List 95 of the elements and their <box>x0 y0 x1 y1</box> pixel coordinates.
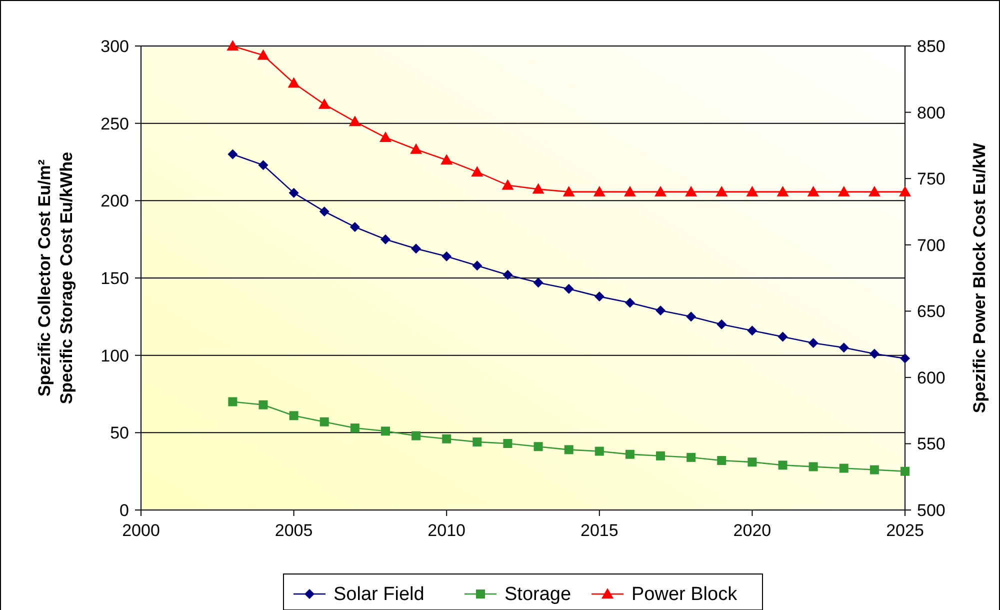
y2-tick-label: 500 <box>917 501 946 520</box>
point <box>594 446 604 456</box>
point <box>686 452 696 462</box>
point <box>839 464 848 473</box>
point <box>746 186 758 196</box>
y2-tick-label: 550 <box>917 434 946 454</box>
point <box>257 49 270 60</box>
point <box>442 434 452 444</box>
point <box>502 179 514 190</box>
y2-tick-label: 700 <box>917 236 946 255</box>
point <box>471 166 484 176</box>
point <box>808 338 818 348</box>
y2-tick-label: 800 <box>917 103 946 122</box>
point <box>562 186 575 196</box>
point <box>716 186 728 196</box>
point <box>288 77 300 88</box>
point <box>564 445 574 454</box>
y2-tick-label: 750 <box>917 170 946 189</box>
point <box>228 397 238 406</box>
y2-tick-label: 600 <box>917 368 946 388</box>
point <box>593 186 606 196</box>
y-tick-label: 250 <box>100 114 129 134</box>
point <box>379 131 392 142</box>
y2-axis-title: Spezific Power Block Cost Eu/kW <box>970 142 989 414</box>
point <box>808 462 818 472</box>
point <box>900 466 910 476</box>
x-tick-label: 2020 <box>733 521 772 540</box>
point <box>258 400 268 410</box>
y-tick-label: 100 <box>100 346 129 366</box>
y-tick-label: 200 <box>100 192 129 211</box>
point <box>472 260 482 271</box>
y-tick-label: 0 <box>120 501 129 520</box>
point <box>838 186 850 196</box>
point <box>900 353 910 364</box>
point <box>807 186 820 196</box>
point <box>318 98 330 109</box>
point <box>534 442 543 452</box>
point <box>226 40 239 50</box>
point <box>776 186 789 196</box>
y-tick-label: 150 <box>100 269 129 288</box>
point <box>778 332 788 342</box>
y2-tick-label: 850 <box>917 37 946 56</box>
point <box>440 154 453 165</box>
point <box>685 186 698 196</box>
x-tick-label: 2025 <box>886 521 924 540</box>
legend-label: Power Block <box>632 584 738 605</box>
point <box>502 270 513 280</box>
point <box>717 456 726 466</box>
x-tick-label: 2010 <box>428 521 466 540</box>
legend-label: Solar Field <box>334 584 424 605</box>
point <box>258 160 268 170</box>
point <box>624 298 635 308</box>
point <box>899 186 911 196</box>
y2-tick-label: 650 <box>917 302 946 322</box>
point <box>412 431 421 440</box>
point <box>838 342 849 353</box>
y-axis-title: Spezific Collector Cost Eu/m² Specific Storage Cost Eu/kWhe <box>35 152 76 404</box>
point <box>288 188 299 198</box>
point <box>380 234 390 244</box>
point <box>350 424 360 433</box>
point <box>533 278 544 288</box>
point <box>319 206 330 216</box>
point <box>656 305 666 316</box>
point <box>348 116 361 126</box>
point <box>654 186 667 196</box>
point <box>350 222 360 232</box>
point <box>870 465 879 474</box>
point <box>748 458 757 467</box>
point <box>594 292 604 302</box>
point <box>532 183 544 194</box>
x-tick-label: 2015 <box>580 521 618 540</box>
x-tick-label: 2000 <box>122 521 160 540</box>
point <box>656 451 666 460</box>
point <box>442 251 452 262</box>
point <box>410 143 422 154</box>
point <box>747 326 758 336</box>
y-tick-label: 300 <box>100 37 129 56</box>
point <box>320 417 329 426</box>
point <box>625 450 634 459</box>
point <box>411 244 422 254</box>
legend-label: Storage <box>504 584 572 605</box>
point <box>228 149 238 160</box>
point <box>869 348 880 359</box>
point <box>716 319 727 330</box>
point <box>472 437 482 446</box>
y-tick-label: 50 <box>110 424 129 443</box>
point <box>564 284 574 294</box>
point <box>686 312 696 322</box>
point <box>503 438 512 448</box>
point <box>624 186 636 196</box>
point <box>380 426 390 436</box>
point <box>778 460 788 470</box>
point <box>868 186 880 196</box>
x-tick-label: 2005 <box>274 521 313 540</box>
point <box>289 411 298 420</box>
